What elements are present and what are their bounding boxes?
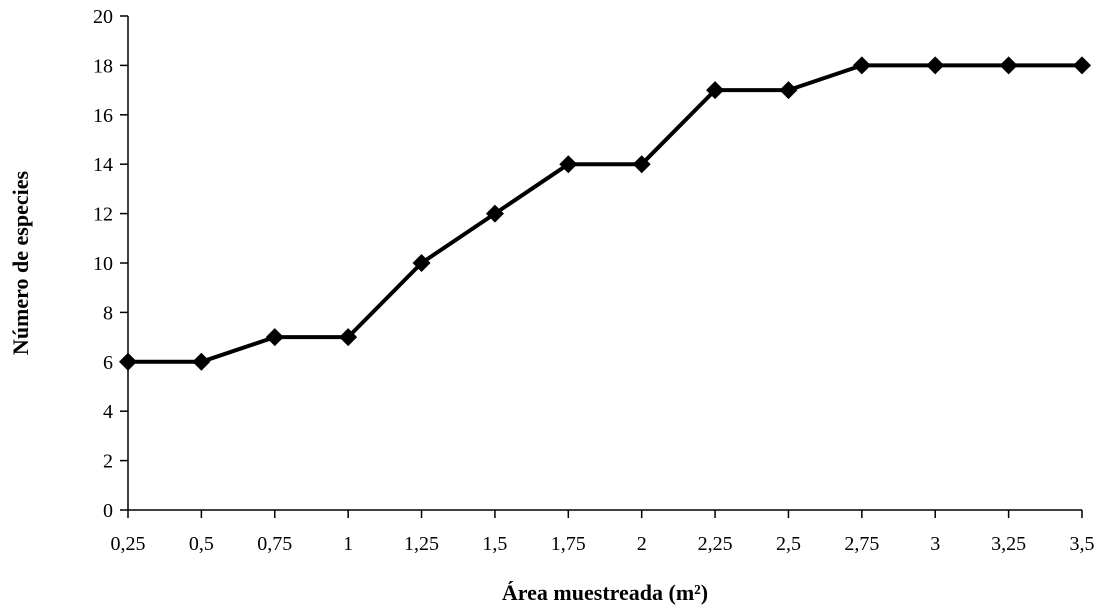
data-point-marker xyxy=(779,81,798,100)
data-point-marker xyxy=(852,56,871,75)
y-tick-label: 18 xyxy=(93,55,113,77)
y-tick-label: 2 xyxy=(103,451,113,473)
x-tick-label: 1 xyxy=(343,533,353,555)
y-tick-label: 10 xyxy=(93,253,113,275)
y-tick-label: 14 xyxy=(93,154,113,176)
data-point-marker xyxy=(119,352,137,371)
y-tick-label: 4 xyxy=(103,401,113,423)
x-tick-label: 0,5 xyxy=(189,533,214,555)
x-tick-label: 0,75 xyxy=(257,533,292,555)
x-tick-label: 2,75 xyxy=(844,533,879,555)
data-point-marker xyxy=(559,155,578,174)
data-point-marker xyxy=(339,328,358,347)
x-ticks: 0,25 0,5 0,75 1 1,25 1,5 1,75 2 2,25 2,5 2,75 3 3,25… xyxy=(111,510,1095,555)
data-point-marker xyxy=(485,204,504,223)
series-line xyxy=(126,63,1084,364)
data-point-marker xyxy=(265,328,284,347)
x-tick-label: 1,25 xyxy=(404,533,439,555)
data-point-marker xyxy=(1073,56,1091,75)
x-tick-label: 1,75 xyxy=(551,533,586,555)
data-point-marker xyxy=(632,155,651,174)
axes xyxy=(127,16,1082,511)
y-ticks: 0 2 4 6 8 10 12 14 16 18 20 xyxy=(93,6,128,522)
data-point-marker xyxy=(192,352,211,371)
x-tick-label: 3 xyxy=(930,533,940,555)
x-tick-label: 0,25 xyxy=(111,533,146,555)
x-tick-label: 3,5 xyxy=(1070,533,1095,555)
data-point-marker xyxy=(706,81,725,100)
series-layer xyxy=(119,56,1091,371)
y-tick-label: 20 xyxy=(93,6,113,28)
y-tick-label: 16 xyxy=(93,105,113,127)
x-tick-label: 1,5 xyxy=(482,533,507,555)
y-tick-label: 8 xyxy=(103,302,113,324)
y-tick-label: 6 xyxy=(103,352,113,374)
y-tick-label: 12 xyxy=(93,204,113,226)
x-tick-label: 2,5 xyxy=(776,533,801,555)
data-point-marker xyxy=(412,254,431,272)
x-tick-label: 3,25 xyxy=(991,533,1026,555)
y-axis-title: Número de especies xyxy=(8,171,33,356)
y-tick-label: 0 xyxy=(103,500,113,522)
data-point-marker xyxy=(926,56,945,75)
x-tick-label: 2,25 xyxy=(698,533,733,555)
x-tick-label: 2 xyxy=(637,533,647,555)
x-axis-title: Área muestreada (m²) xyxy=(502,580,708,605)
data-point-marker xyxy=(999,56,1018,75)
